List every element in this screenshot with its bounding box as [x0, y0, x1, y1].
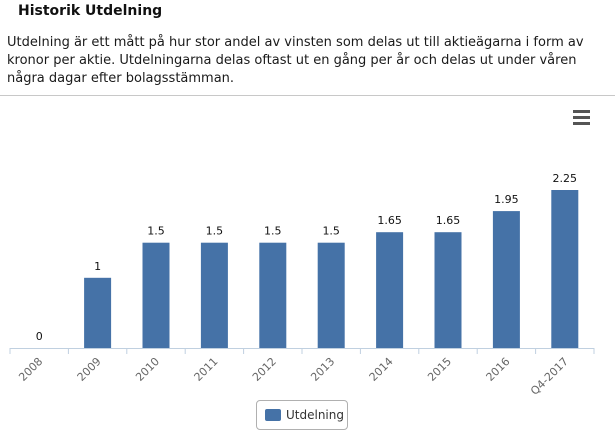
bar-q4-2017[interactable]	[551, 190, 579, 348]
data-label-2010: 1.5	[147, 225, 165, 238]
legend-swatch	[265, 409, 281, 421]
description-text: Utdelning är ett mått på hur stor andel …	[7, 35, 584, 86]
x-tick-label-2008: 2008	[16, 355, 45, 384]
data-label-2009: 1	[94, 260, 101, 273]
data-label-2013: 1.5	[322, 225, 340, 238]
x-tick-label-2011: 2011	[192, 355, 221, 384]
bar-chart: 0 2008 1 2009 1.5 2010 1.5 2011 1.5 2012 1.5 2013 1.…	[9, 172, 595, 398]
divider	[0, 95, 615, 96]
data-label-q4-2017: 2.25	[553, 172, 578, 185]
data-label-2012: 1.5	[264, 225, 282, 238]
x-tick-label-2010: 2010	[133, 355, 162, 384]
bar-2009[interactable]	[84, 277, 112, 348]
x-tick-label-2012: 2012	[250, 355, 279, 384]
legend-label: Utdelning	[286, 408, 344, 422]
x-tick-label-2016: 2016	[484, 355, 513, 384]
bar-2011[interactable]	[200, 242, 228, 348]
data-label-2015: 1.65	[436, 214, 461, 227]
data-label-2014: 1.65	[377, 214, 402, 227]
x-tick-label-q4-2017: Q4-2017	[528, 355, 571, 398]
bar-2015[interactable]	[434, 232, 462, 348]
hamburger-menu-icon[interactable]	[568, 107, 592, 127]
data-label-2011: 1.5	[206, 225, 224, 238]
bar-2010[interactable]	[142, 242, 170, 348]
x-tick-label-2009: 2009	[75, 355, 104, 384]
bar-2013[interactable]	[317, 242, 345, 348]
data-label-2008: 0	[36, 330, 43, 343]
x-tick-label-2015: 2015	[425, 355, 454, 384]
x-tick-label-2014: 2014	[367, 355, 396, 384]
data-label-2016: 1.95	[494, 193, 519, 206]
x-tick-label-2013: 2013	[308, 355, 337, 384]
bar-2016[interactable]	[492, 211, 520, 348]
page-title: Historik Utdelning	[18, 3, 163, 19]
bar-2012[interactable]	[259, 242, 287, 348]
bar-2014[interactable]	[376, 232, 404, 348]
legend-item-utdelning[interactable]: Utdelning	[256, 400, 348, 430]
